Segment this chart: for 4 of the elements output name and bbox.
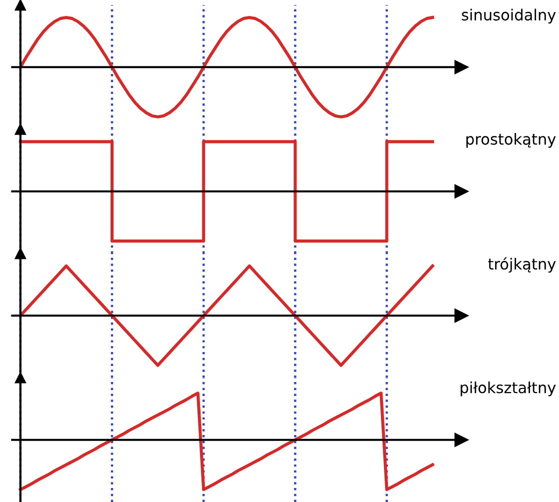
text: trójkątny	[488, 257, 556, 273]
series-label: sinusoidalny	[462, 8, 556, 24]
text: piłokształtny	[460, 381, 556, 396]
text: prostokątny	[466, 132, 556, 148]
